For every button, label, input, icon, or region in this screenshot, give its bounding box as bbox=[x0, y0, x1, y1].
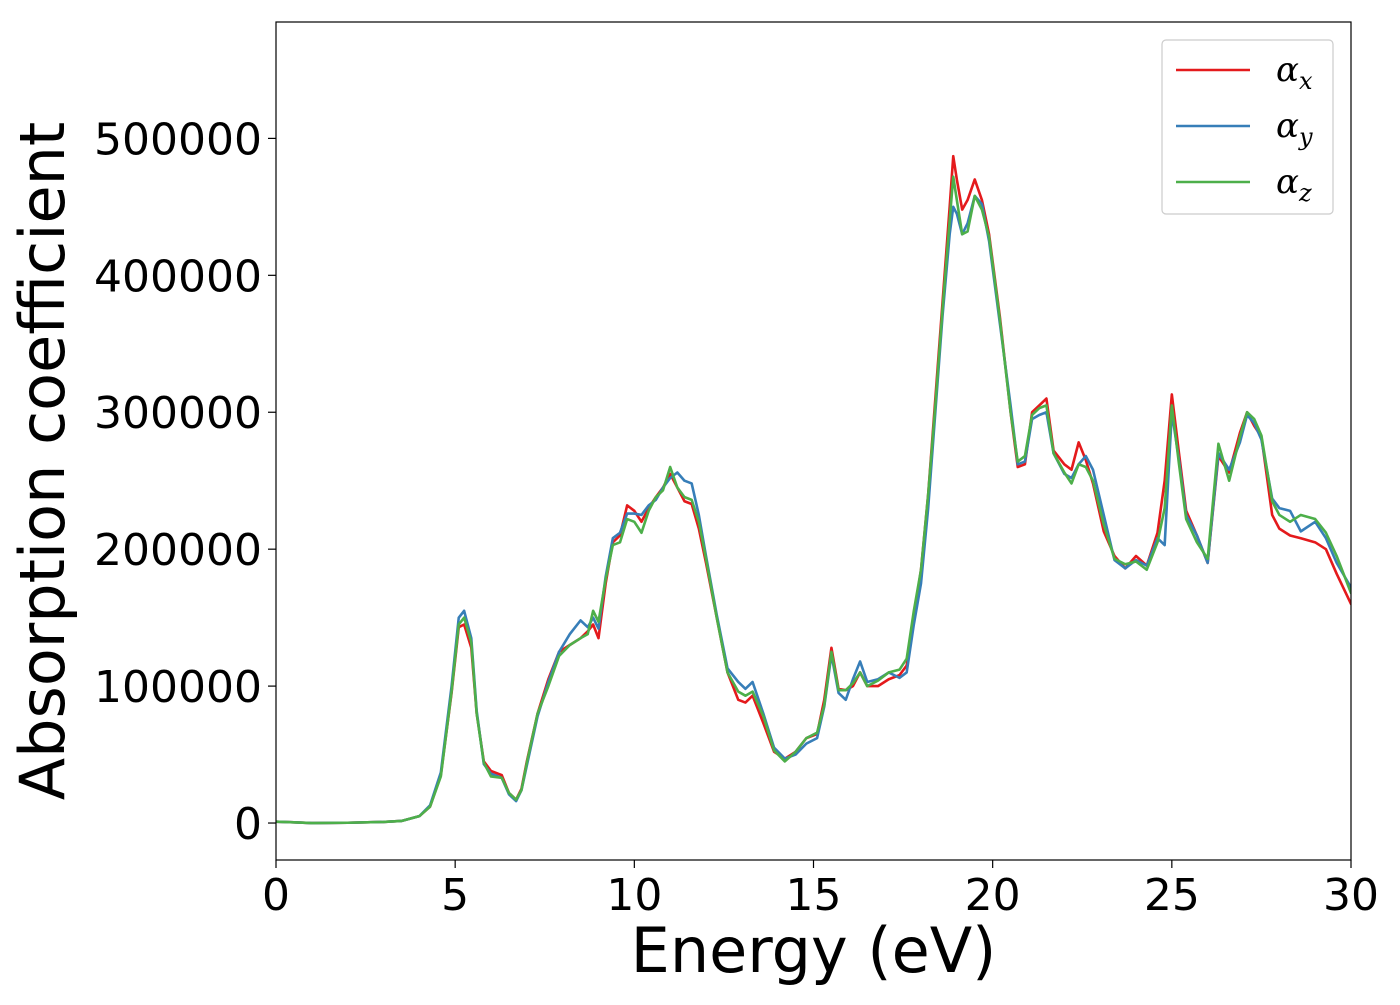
y-tick-label: 100000 bbox=[94, 662, 262, 713]
y-tick-label: 200000 bbox=[94, 525, 262, 576]
x-tick-label: 25 bbox=[1144, 870, 1200, 921]
x-tick-label: 5 bbox=[441, 870, 469, 921]
y-axis: 0 100000 200000 300000 400000 500000 bbox=[94, 114, 276, 850]
x-tick-label: 30 bbox=[1323, 870, 1379, 921]
x-axis-title: Energy (eV) bbox=[631, 914, 997, 987]
series-line-z bbox=[276, 175, 1351, 825]
legend: αx αy αz bbox=[1161, 39, 1334, 215]
y-axis-title: Absorption coefficient bbox=[6, 122, 79, 801]
legend-label-z: αz bbox=[1276, 162, 1312, 207]
legend-label-x: αx bbox=[1276, 50, 1313, 95]
legend-label-y: αy bbox=[1276, 106, 1313, 151]
y-tick-label: 300000 bbox=[94, 388, 262, 439]
x-axis: 0 5 10 15 20 25 30 bbox=[262, 860, 1379, 921]
x-tick-label: 0 bbox=[262, 870, 290, 921]
series-layer bbox=[276, 154, 1351, 825]
y-tick-label: 500000 bbox=[94, 114, 262, 165]
y-tick-label: 0 bbox=[234, 799, 262, 850]
y-tick-label: 400000 bbox=[94, 251, 262, 302]
x-tick-label: 20 bbox=[965, 870, 1021, 921]
x-tick-label: 10 bbox=[606, 870, 662, 921]
x-tick-label: 15 bbox=[786, 870, 842, 921]
